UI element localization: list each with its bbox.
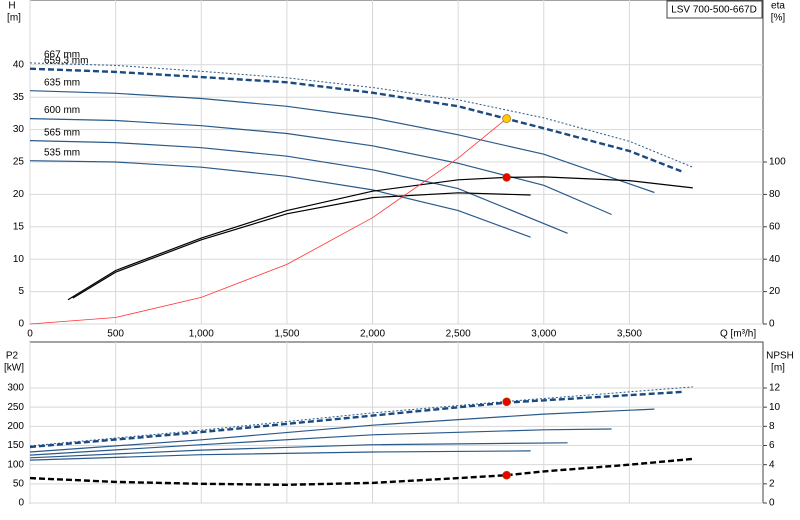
- curve: [29, 450, 531, 461]
- duty-point: [502, 397, 511, 407]
- y2-unit: [m]: [771, 363, 785, 374]
- y2-tick-label: 10: [769, 402, 781, 413]
- y-unit: [kW]: [4, 363, 24, 374]
- duty-point: [502, 114, 511, 123]
- curve: [29, 140, 568, 234]
- y-tick-label: 40: [13, 59, 25, 70]
- curve: [29, 118, 612, 216]
- y-tick-label: 0: [18, 319, 24, 330]
- curve: [72, 192, 531, 299]
- x-tick-label: 0: [27, 329, 33, 340]
- y-tick-label: 50: [13, 478, 25, 489]
- curve: [29, 118, 507, 325]
- y2-label: NPSH: [766, 351, 794, 362]
- curve: [29, 67, 685, 174]
- y-tick-label: 300: [7, 383, 24, 394]
- curve: [29, 457, 693, 487]
- curve: [29, 428, 612, 456]
- y-tick-label: 15: [13, 221, 25, 232]
- curve: [29, 390, 685, 449]
- curve: [67, 176, 693, 301]
- curve: [29, 90, 655, 194]
- y2-tick-label: 20: [769, 286, 781, 297]
- x-tick-label: 3,500: [617, 329, 642, 340]
- y2-tick-label: 2: [769, 478, 775, 489]
- x-tick-label: 1,000: [189, 329, 214, 340]
- y2-unit: [%]: [771, 13, 786, 24]
- x-tick-label: 2,500: [446, 329, 471, 340]
- title-box: [666, 0, 763, 19]
- y-tick-label: 150: [7, 440, 24, 451]
- bottom-frame: [29, 341, 764, 504]
- x-tick-label: 500: [107, 329, 124, 340]
- y2-tick-label: 8: [769, 421, 775, 432]
- chart-title: LSV 700-500-667D: [671, 5, 757, 16]
- x-label: Q [m³/h]: [720, 329, 756, 340]
- curve-label: 667 mm: [44, 49, 80, 60]
- curve-label: 535 mm: [44, 147, 80, 158]
- y-tick-label: 0: [18, 498, 24, 509]
- y2-tick-label: 12: [769, 383, 781, 394]
- curve: [29, 160, 531, 238]
- y2-tick-label: 80: [769, 189, 781, 200]
- curve: [29, 62, 693, 168]
- y-tick-label: 100: [7, 459, 24, 470]
- duty-point: [502, 173, 511, 182]
- x-tick-label: 3,000: [531, 329, 556, 340]
- y-tick-label: 25: [13, 157, 25, 168]
- y2-tick-label: 0: [769, 498, 775, 509]
- y2-tick-label: 4: [769, 459, 775, 470]
- curve: [29, 442, 568, 459]
- curve: [29, 386, 693, 447]
- curve-label: 600 mm: [44, 105, 80, 116]
- y-label: H: [8, 1, 15, 12]
- y2-tick-label: 60: [769, 221, 781, 232]
- curve-label: 635 mm: [44, 77, 80, 88]
- y2-tick-label: 100: [769, 157, 786, 168]
- y2-tick-label: 40: [769, 254, 781, 265]
- y-unit: [m]: [7, 13, 21, 24]
- y2-tick-label: 0: [769, 319, 775, 330]
- y2-tick-label: 6: [769, 440, 775, 451]
- x-tick-label: 1,500: [274, 329, 299, 340]
- duty-point: [502, 470, 511, 480]
- x-tick-label: 2,000: [360, 329, 385, 340]
- y-tick-label: 30: [13, 124, 25, 135]
- curve-label: 565 mm: [44, 127, 80, 138]
- curve: [29, 408, 655, 453]
- y-tick-label: 35: [13, 92, 25, 103]
- y-tick-label: 10: [13, 254, 25, 265]
- y-tick-label: 20: [13, 189, 25, 200]
- curve-label: 659,3 mm: [44, 55, 88, 66]
- y-tick-label: 250: [7, 402, 24, 413]
- y2-label: eta: [771, 1, 785, 12]
- y-label: P2: [6, 351, 19, 362]
- y-tick-label: 5: [18, 286, 24, 297]
- y-tick-label: 200: [7, 421, 24, 432]
